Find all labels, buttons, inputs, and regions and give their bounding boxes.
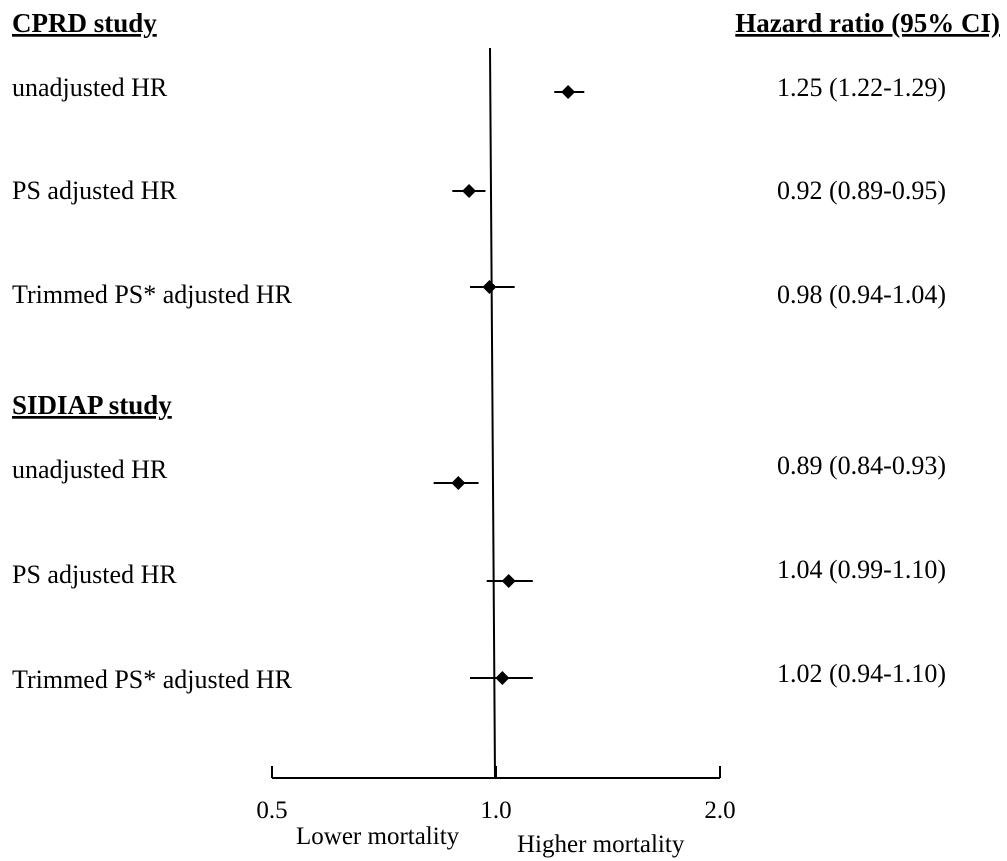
hr-text-cprd-trimmed: 0.98 (0.94-1.04)	[777, 280, 946, 309]
group-title-cprd: CPRD study	[12, 8, 157, 38]
point-estimate-1-2	[495, 671, 510, 685]
estimate-marks	[433, 85, 585, 685]
axis-annotation-lower: Lower mortality	[296, 823, 460, 850]
hr-text-cprd-ps: 0.92 (0.89-0.95)	[777, 176, 946, 205]
x-tick-label-1: 1.0	[480, 797, 511, 824]
row-label-sidiap-ps: PS adjusted HR	[12, 560, 177, 589]
point-estimate-0-0	[561, 85, 576, 99]
row-label-cprd-unadjusted: unadjusted HR	[12, 73, 168, 102]
hr-text-sidiap-trimmed: 1.02 (0.94-1.10)	[777, 659, 946, 688]
hr-text-sidiap-ps: 1.04 (0.99-1.10)	[777, 555, 946, 584]
row-label-cprd-ps: PS adjusted HR	[12, 176, 177, 205]
row-label-cprd-trimmed: Trimmed PS* adjusted HR	[12, 280, 293, 309]
point-estimate-1-0	[451, 476, 466, 490]
row-label-sidiap-unadjusted: unadjusted HR	[12, 455, 168, 484]
point-estimate-0-2	[482, 280, 497, 294]
x-tick-label-2: 2.0	[704, 797, 735, 824]
group-title-sidiap: SIDIAP study	[12, 390, 172, 420]
hr-text-cprd-unadjusted: 1.25 (1.22-1.29)	[777, 73, 946, 102]
hr-text-sidiap-unadjusted: 0.89 (0.84-0.93)	[777, 451, 946, 480]
value-column-header: Hazard ratio (95% CI)	[735, 8, 1000, 38]
x-tick-label-0: 0.5	[256, 797, 287, 824]
reference-line	[489, 47, 496, 779]
point-estimate-0-1	[462, 184, 477, 198]
x-axis-ticks: 0.5 1.0 2.0	[256, 766, 736, 824]
row-label-sidiap-trimmed: Trimmed PS* adjusted HR	[12, 665, 293, 694]
point-estimate-1-1	[501, 574, 516, 588]
axis-annotation-higher: Higher mortality	[517, 831, 685, 858]
